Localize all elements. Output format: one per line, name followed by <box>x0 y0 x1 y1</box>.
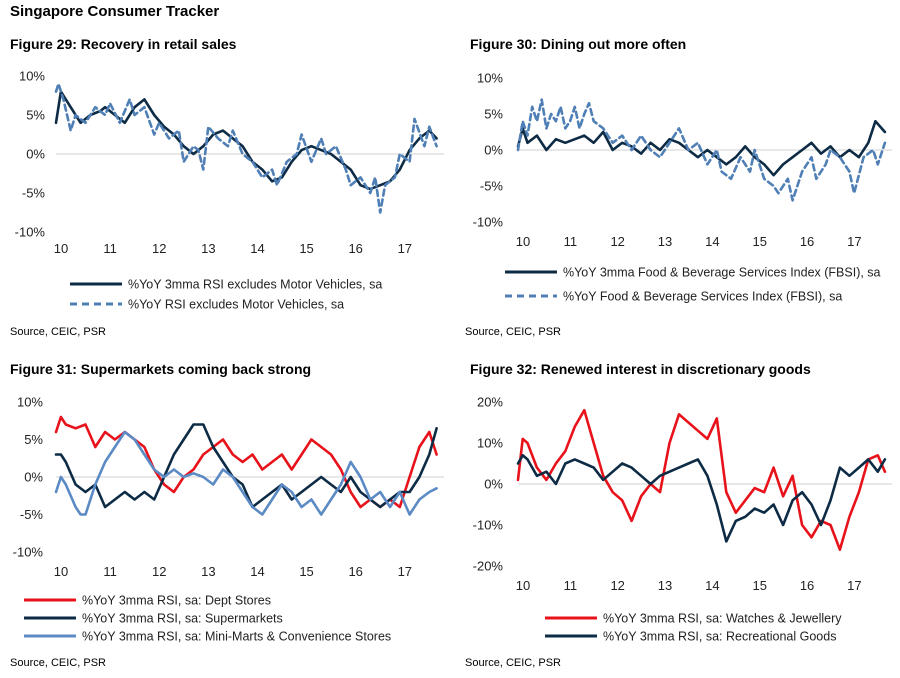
y-tick-label: -10% <box>473 518 504 533</box>
x-tick-label: 14 <box>705 578 719 593</box>
series-line <box>54 82 438 214</box>
y-tick-label: 0% <box>484 143 503 158</box>
x-tick-label: 16 <box>800 578 814 593</box>
y-tick-label: -5% <box>22 186 46 201</box>
series-line <box>516 408 887 551</box>
y-tick-label: -10% <box>473 215 504 230</box>
fig32-title: Figure 32: Renewed interest in discretio… <box>470 361 811 377</box>
page-title: Singapore Consumer Tracker <box>10 3 220 20</box>
x-tick-label: 16 <box>800 234 814 249</box>
series-line <box>54 90 438 191</box>
x-tick-label: 11 <box>103 564 117 579</box>
y-tick-label: -10% <box>13 545 44 560</box>
legend-label: %YoY 3mma RSI, sa: Supermarkets <box>82 612 283 626</box>
x-tick-label: 12 <box>152 241 166 256</box>
legend-label: %YoY 3mma RSI, sa: Recreational Goods <box>603 630 836 644</box>
fig30-title: Figure 30: Dining out more often <box>470 36 687 52</box>
legend-label: %YoY 3mma RSI, sa: Mini-Marts & Convenie… <box>82 630 391 644</box>
x-tick-label: 13 <box>201 241 215 256</box>
series-line <box>516 119 887 177</box>
x-tick-label: 13 <box>658 234 672 249</box>
y-tick-label: -5% <box>20 507 44 522</box>
legend-label: %YoY 3mma Food & Beverage Services Index… <box>563 266 881 280</box>
x-tick-label: 12 <box>610 234 624 249</box>
x-tick-label: 17 <box>398 241 412 256</box>
y-tick-label: 0% <box>484 477 503 492</box>
fig32-source: Source, CEIC, PSR <box>465 657 561 669</box>
x-tick-label: 16 <box>348 241 362 256</box>
fig31-title: Figure 31: Supermarkets coming back stro… <box>10 361 312 377</box>
x-tick-label: 13 <box>658 578 672 593</box>
legend-label: %YoY Food & Beverage Services Index (FBS… <box>563 290 842 304</box>
x-tick-label: 10 <box>54 241 68 256</box>
fig31-source: Source, CEIC, PSR <box>10 657 106 669</box>
x-tick-label: 14 <box>705 234 719 249</box>
x-tick-label: 15 <box>752 578 766 593</box>
fig29-source: Source, CEIC, PSR <box>10 326 106 338</box>
x-tick-label: 11 <box>564 234 578 249</box>
x-tick-label: 14 <box>250 564 264 579</box>
legend-label: %YoY RSI excludes Motor Vehicles, sa <box>128 298 344 312</box>
x-tick-label: 15 <box>299 564 313 579</box>
series-line <box>516 98 887 202</box>
x-tick-label: 10 <box>54 564 68 579</box>
x-tick-label: 17 <box>398 564 412 579</box>
x-tick-label: 10 <box>516 578 530 593</box>
x-tick-label: 11 <box>564 578 578 593</box>
fig29-title: Figure 29: Recovery in retail sales <box>10 36 237 52</box>
y-tick-label: 10% <box>19 69 45 84</box>
y-tick-label: -10% <box>15 225 46 240</box>
fig32-chart: 20% 10% 0% -10% -20% 10 11 12 13 14 15 16 17 %YoY 3mm… <box>473 395 892 644</box>
legend-label: %YoY 3mma RSI, sa: Dept Stores <box>82 594 271 608</box>
x-tick-label: 12 <box>610 578 624 593</box>
fig29-chart: 10% 5% 0% -5% -10% 10 11 12 13 14 15 16 17 %YoY 3mma … <box>15 69 444 312</box>
y-tick-label: 5% <box>26 108 45 123</box>
x-tick-label: 10 <box>516 234 530 249</box>
series-line <box>516 453 887 543</box>
legend-label: %YoY 3mma RSI, sa: Watches & Jewellery <box>603 612 842 626</box>
x-tick-label: 12 <box>152 564 166 579</box>
x-tick-label: 11 <box>103 241 117 256</box>
series-line <box>54 423 438 509</box>
y-tick-label: -5% <box>480 179 504 194</box>
series-line <box>54 430 438 516</box>
x-tick-label: 17 <box>847 578 861 593</box>
x-tick-label: 13 <box>201 564 215 579</box>
x-tick-label: 15 <box>299 241 313 256</box>
y-tick-label: -20% <box>473 559 504 574</box>
x-tick-label: 14 <box>250 241 264 256</box>
y-tick-label: 20% <box>477 395 503 410</box>
y-tick-label: 10% <box>477 436 503 451</box>
x-tick-label: 17 <box>847 234 861 249</box>
fig31-chart: 10% 5% 0% -5% -10% 10 11 12 13 14 15 16 17 %YoY 3mma … <box>13 395 444 644</box>
fig30-source: Source, CEIC, PSR <box>465 326 561 338</box>
x-tick-label: 15 <box>752 234 766 249</box>
y-tick-label: 10% <box>477 71 503 86</box>
fig30-chart: 10% 5% 0% -5% -10% 10 11 12 13 14 15 16 17 %YoY 3mma … <box>473 71 892 304</box>
y-tick-label: 10% <box>17 395 43 410</box>
x-tick-label: 16 <box>348 564 362 579</box>
legend-label: %YoY 3mma RSI excludes Motor Vehicles, s… <box>128 278 382 292</box>
y-tick-label: 0% <box>26 147 45 162</box>
y-tick-label: 5% <box>484 107 503 122</box>
y-tick-label: 0% <box>24 470 43 485</box>
y-tick-label: 5% <box>24 432 43 447</box>
